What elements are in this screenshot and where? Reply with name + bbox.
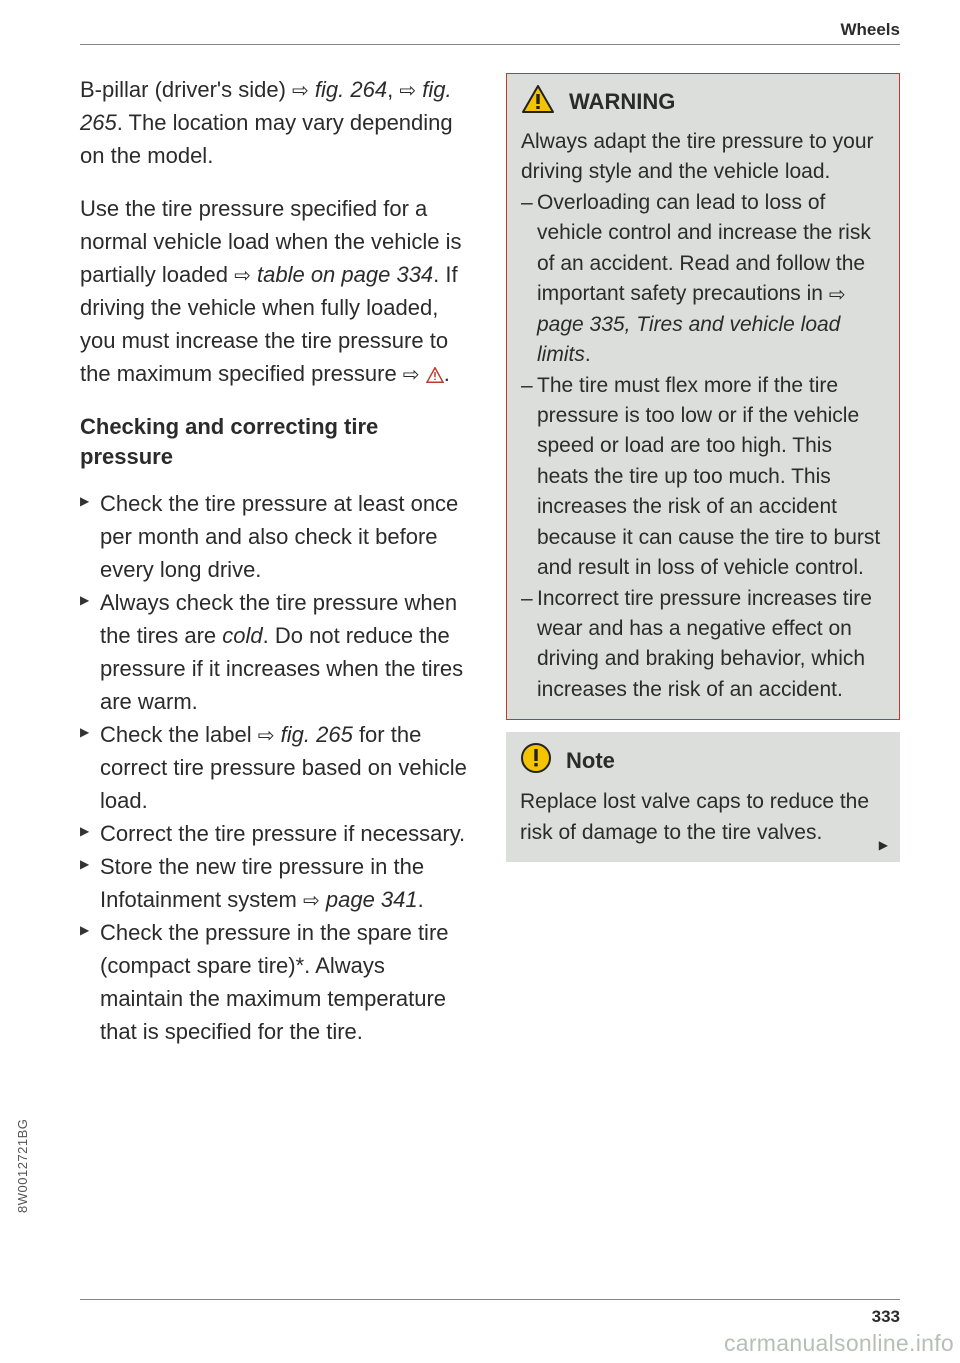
text: B-pillar (driver's side) <box>80 77 292 102</box>
note-header: Note <box>520 742 886 779</box>
list-item: Store the new tire pressure in the Infot… <box>80 850 474 916</box>
warning-list: Overloading can lead to loss of vehicle … <box>521 188 885 705</box>
warning-header: WARNING <box>521 84 885 119</box>
warning-intro: Always adapt the tire pressure to your d… <box>521 127 885 188</box>
note-body: Replace lost valve caps to re­duce the r… <box>520 787 886 848</box>
note-callout: Note Replace lost valve caps to re­duce … <box>506 732 900 862</box>
page-container: Wheels B-pillar (driver's side) ⇨ fig. 2… <box>0 0 960 1088</box>
two-column-layout: B-pillar (driver's side) ⇨ fig. 264, ⇨ f… <box>80 73 900 1048</box>
document-code: 8W0012721BG <box>15 1119 30 1213</box>
list-item: Check the tire pressure at least once pe… <box>80 487 474 586</box>
list-item: Check the label ⇨ fig. 265 for the corre… <box>80 718 474 817</box>
note-circle-icon <box>520 742 552 779</box>
paragraph-pressure: Use the tire pressure specified for a no… <box>80 192 474 392</box>
fig-ref: fig. 265 <box>281 722 353 747</box>
text: Check the label <box>100 722 258 747</box>
note-title: Note <box>566 748 615 774</box>
section-title: Wheels <box>840 20 900 39</box>
text: Incorrect tire pressure increas­es tire … <box>537 587 872 701</box>
page-number: 333 <box>872 1307 900 1327</box>
list-item: Overloading can lead to loss of vehicle … <box>521 188 885 371</box>
list-item: Incorrect tire pressure increas­es tire … <box>521 584 885 706</box>
fig-ref: fig. 264 <box>315 77 387 102</box>
text: Correct the tire pressure if nec­essary. <box>100 821 465 846</box>
list-item: Correct the tire pressure if nec­essary. <box>80 817 474 850</box>
paragraph-bpillar: B-pillar (driver's side) ⇨ fig. 264, ⇨ f… <box>80 73 474 172</box>
arrow-icon: ⇨ <box>303 891 320 911</box>
page-ref: page 341 <box>326 887 418 912</box>
text: Check the pressure in the spare tire (co… <box>100 920 449 1044</box>
text: Check the tire pressure at least once pe… <box>100 491 458 582</box>
arrow-icon: ⇨ <box>292 81 309 101</box>
warning-callout: WARNING Always adapt the tire pressure t… <box>506 73 900 720</box>
text: . The location may vary depending on the… <box>80 110 453 168</box>
list-item: Check the pressure in the spare tire (co… <box>80 916 474 1048</box>
arrow-icon: ⇨ <box>829 285 846 305</box>
subheading-checking: Checking and correcting tire pressure <box>80 412 474 474</box>
arrow-icon: ⇨ <box>399 81 416 101</box>
text: , <box>387 77 399 102</box>
arrow-icon: ⇨ <box>234 266 251 286</box>
warning-title: WARNING <box>569 89 675 115</box>
warning-triangle-icon <box>521 84 555 119</box>
right-column: WARNING Always adapt the tire pressure t… <box>506 73 900 1048</box>
continue-icon: ▶ <box>879 838 888 852</box>
watermark: carmanualsonline.info <box>724 1330 954 1357</box>
emphasis: cold <box>222 623 262 648</box>
procedure-list: Check the tire pressure at least once pe… <box>80 487 474 1048</box>
text: . <box>585 343 591 366</box>
text: . <box>444 361 450 386</box>
text: The tire must flex more if the tire pres… <box>537 374 880 580</box>
text: . <box>418 887 424 912</box>
text: Overloading can lead to loss of vehicle … <box>537 191 871 305</box>
warning-triangle-icon <box>426 359 444 392</box>
table-ref: table on page 334 <box>257 262 433 287</box>
arrow-icon: ⇨ <box>403 365 420 385</box>
page-ref: page 335, Tires and vehicle load limits <box>537 313 840 366</box>
left-column: B-pillar (driver's side) ⇨ fig. 264, ⇨ f… <box>80 73 474 1048</box>
list-item: The tire must flex more if the tire pres… <box>521 371 885 584</box>
list-item: Always check the tire pressure when the … <box>80 586 474 718</box>
arrow-icon: ⇨ <box>258 726 275 746</box>
page-header: Wheels <box>80 20 900 45</box>
